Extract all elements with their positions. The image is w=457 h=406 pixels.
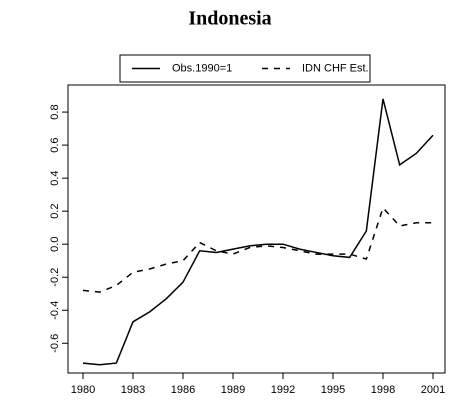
y-tick-label: -0.2 (49, 268, 61, 287)
data-line (82, 98, 434, 366)
y-tick-label: 0.4 (49, 170, 61, 185)
x-tick-label: 1983 (121, 384, 145, 396)
x-tick-label: 2001 (421, 384, 445, 396)
y-tick-label: 0.2 (49, 204, 61, 219)
x-tick-label: 1995 (321, 384, 345, 396)
y-tick-label: 0.8 (49, 104, 61, 119)
data-line (82, 206, 433, 293)
plot-frame (67, 84, 446, 374)
x-tick-label: 1998 (371, 384, 395, 396)
y-tick-label: -0.6 (49, 334, 61, 353)
legend-box (119, 54, 371, 83)
x-tick-label: 1986 (171, 384, 195, 396)
chart-title: Indonesia (188, 8, 271, 30)
x-tick-label: 1989 (221, 384, 245, 396)
y-tick-label: -0.4 (49, 301, 61, 320)
legend-label: IDN CHF Est. (302, 62, 369, 74)
y-tick-label: 0.0 (49, 237, 61, 252)
x-tick-label: 1980 (71, 384, 95, 396)
y-tick-label: 0.6 (49, 137, 61, 152)
legend-label: Obs.1990=1 (172, 62, 232, 74)
x-tick-label: 1992 (271, 384, 295, 396)
